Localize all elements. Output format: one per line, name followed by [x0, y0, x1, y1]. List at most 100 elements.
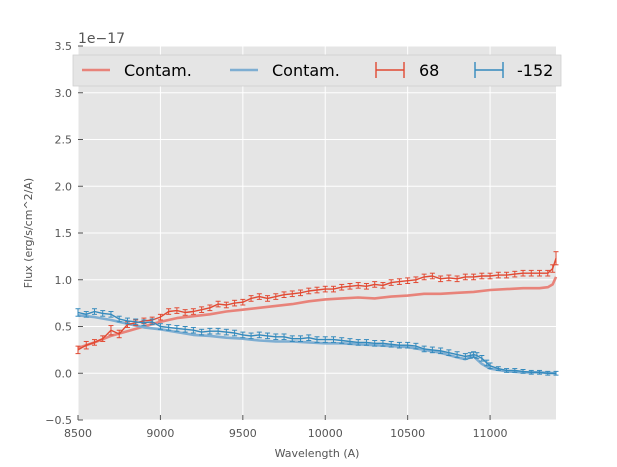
- series-minus-152-errorbar: [330, 336, 336, 343]
- series-68-errorbar: [207, 304, 213, 312]
- series-minus-152-errorbar: [108, 311, 114, 318]
- series-68-errorbar: [265, 295, 271, 302]
- series-minus-152-errorbar: [149, 318, 155, 326]
- series-minus-152-errorbar: [479, 354, 485, 362]
- series-68-errorbar: [298, 289, 304, 297]
- series-minus-152-errorbar: [157, 323, 163, 330]
- series-minus-152-errorbar: [116, 315, 122, 323]
- y-tick-label: 3.0: [55, 87, 73, 100]
- series-68-errorbar: [166, 308, 172, 315]
- series-68-errorbar: [182, 309, 188, 316]
- series-minus-152-errorbar: [421, 345, 427, 353]
- series-68-errorbar: [240, 298, 246, 306]
- series-68-errorbar: [487, 272, 493, 280]
- x-tick-label: 10000: [308, 427, 343, 440]
- series-minus-152-errorbar: [182, 326, 188, 333]
- series-minus-152-errorbar: [388, 340, 394, 348]
- legend-label: Contam.: [124, 61, 192, 80]
- series-minus-152-errorbar: [520, 369, 526, 374]
- series-68-errorbar: [339, 283, 345, 291]
- series-68-errorbar: [471, 273, 477, 281]
- y-tick-label: 2.0: [55, 180, 73, 193]
- series-minus-152-errorbar: [462, 353, 468, 360]
- series-minus-152-errorbar: [223, 328, 229, 336]
- series-minus-152-errorbar: [396, 341, 402, 349]
- series-minus-152-errorbar: [495, 366, 501, 371]
- series-minus-152-errorbar: [232, 329, 238, 337]
- series-68-errorbar: [100, 335, 106, 342]
- series-68-errorbar: [421, 273, 427, 281]
- series-minus-152-errorbar: [298, 335, 304, 342]
- series-minus-152-errorbar: [273, 333, 279, 341]
- offset-text: 1e−17: [78, 31, 125, 47]
- y-tick-label: 0.0: [55, 367, 73, 380]
- series-68-errorbar: [289, 290, 295, 298]
- series-minus-152-errorbar: [141, 319, 147, 327]
- series-minus-152-errorbar: [545, 370, 551, 376]
- series-minus-152-errorbar: [355, 339, 361, 346]
- y-tick-label: −0.5: [45, 414, 72, 427]
- series-68-errorbar: [363, 282, 369, 290]
- y-tick-label: 2.5: [55, 134, 73, 147]
- y-tick-label: 1.0: [55, 274, 73, 287]
- series-68-errorbar: [108, 325, 114, 336]
- series-minus-152-errorbar: [240, 331, 246, 339]
- series-68-errorbar: [520, 269, 526, 277]
- legend-label: -152: [517, 61, 553, 80]
- x-tick-label: 9000: [146, 427, 174, 440]
- series-68-errorbar: [405, 277, 411, 284]
- series-68-line: [77, 257, 557, 351]
- series-minus-152-errorbar: [512, 368, 518, 373]
- series-minus-152-errorbar: [471, 351, 477, 358]
- x-axis-label: Wavelength (A): [275, 447, 360, 460]
- series-68-errorbar: [537, 269, 543, 277]
- legend: Contam. Contam. 68 -152: [72, 54, 562, 87]
- y-tick-label: 1.5: [55, 227, 73, 240]
- series-minus-152-errorbar: [446, 349, 452, 356]
- series-minus-152-errorbar: [166, 324, 172, 331]
- series-68-errorbar: [504, 271, 510, 279]
- legend-entry: -152: [474, 61, 553, 80]
- series-68-errorbar: [199, 306, 205, 313]
- grid: [77, 45, 556, 421]
- series-68-errorbar: [396, 278, 402, 285]
- series-minus-152-errorbar: [487, 362, 493, 370]
- series-68-errorbar: [232, 299, 238, 307]
- series-minus-152-errorbar: [504, 368, 510, 373]
- series-minus-152-line: [77, 310, 556, 374]
- series-minus-152-errorbar: [190, 326, 196, 334]
- series-minus-152-errorbar: [124, 317, 130, 325]
- series-minus-152-errorbar: [265, 332, 271, 340]
- x-tick-label: 10500: [390, 427, 425, 440]
- series-minus-152-errorbar: [528, 369, 534, 375]
- series-minus-152-errorbar: [215, 327, 221, 335]
- series-68-errorbar: [116, 329, 122, 339]
- x-axis-ticks: 8500 9000 9500 10000 10500 11000: [64, 415, 508, 440]
- y-tick-label: 0.5: [55, 321, 73, 334]
- series-minus-152-errorbar: [467, 352, 473, 359]
- series-68-errorbar: [479, 272, 485, 280]
- series-68-errorbar: [528, 269, 534, 277]
- series-minus-152-errorbar: [133, 318, 139, 326]
- series-68-errorbar: [83, 340, 89, 350]
- legend-label: 68: [419, 61, 439, 80]
- x-tick-label: 8500: [64, 427, 92, 440]
- series-minus-152-errorbar: [363, 339, 369, 346]
- series-minus-152-errorbar: [339, 337, 345, 344]
- y-axis-ticks: −0.5 0.0 0.5 1.0 1.5 2.0 2.5 3.0 3.5: [45, 40, 83, 427]
- series-68-errorbar: [190, 308, 196, 315]
- series-minus-152-errorbar: [553, 370, 559, 376]
- series-68-errorbar: [322, 285, 328, 293]
- legend-entry: 68: [375, 61, 439, 80]
- series-layer: [75, 251, 559, 376]
- series-68-errorbar: [273, 293, 279, 300]
- series-68-errorbar: [256, 293, 262, 300]
- legend-label: Contam.: [272, 61, 340, 80]
- series-68-errorbar: [454, 275, 460, 283]
- series-68-errorbar: [512, 270, 518, 278]
- series-68-errorbar: [446, 274, 452, 282]
- y-axis-label: Flux (erg/s/cm^2/A): [22, 178, 35, 288]
- series-minus-152-errorbar: [75, 308, 81, 317]
- series-68-errorbar: [429, 272, 435, 280]
